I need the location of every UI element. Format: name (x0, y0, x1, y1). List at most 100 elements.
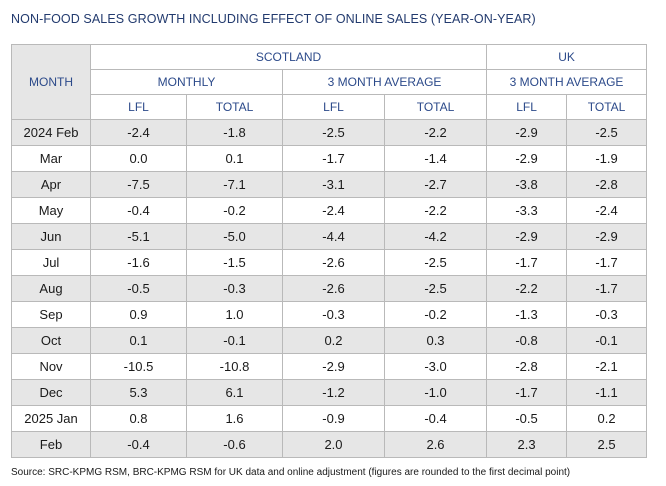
table-row: Oct 0.1 -0.1 0.2 0.3 -0.8 -0.1 (11, 327, 648, 354)
scotland-monthly-lfl-cell: -7.5 (90, 171, 187, 198)
table-row: Sep 0.9 1.0 -0.3 -0.2 -1.3 -0.3 (11, 301, 648, 328)
uk-3m-lfl-cell: -3.3 (486, 197, 568, 224)
uk-3m-lfl-cell: -2.8 (486, 353, 568, 380)
table-row: Apr -7.5 -7.1 -3.1 -2.7 -3.8 -2.8 (11, 171, 648, 198)
scotland-3m-lfl-cell: -2.6 (282, 249, 385, 276)
uk-3m-total-cell: -1.7 (566, 275, 648, 302)
table-row: Jul -1.6 -1.5 -2.6 -2.5 -1.7 -1.7 (11, 249, 648, 276)
table-body: 2024 Feb -2.4 -1.8 -2.5 -2.2 -2.9 -2.5 Mar 0.0 0.… (11, 119, 648, 458)
scotland-3m-total-cell: -1.0 (383, 379, 488, 406)
month-cell: 2024 Feb (11, 119, 91, 146)
month-cell: Dec (11, 379, 91, 406)
month-cell: Jul (11, 249, 91, 276)
scotland-3m-total-cell: -2.7 (383, 171, 488, 198)
scotland-3m-total-cell: -2.5 (383, 275, 488, 302)
scotland-monthly-lfl-cell: -5.1 (90, 223, 187, 250)
month-cell: Feb (11, 431, 91, 458)
table-row: 2024 Feb -2.4 -1.8 -2.5 -2.2 -2.9 -2.5 (11, 119, 648, 146)
scotland-monthly-total-cell: 1.6 (186, 405, 283, 432)
scotland-monthly-lfl-cell: -10.5 (90, 353, 187, 380)
uk-3m-lfl-cell: 2.3 (486, 431, 568, 458)
sales-growth-table: MONTH SCOTLAND UK MONTHLY 3 MONTH AVERAG… (11, 44, 648, 458)
table-row: 2025 Jan 0.8 1.6 -0.9 -0.4 -0.5 0.2 (11, 405, 648, 432)
uk-3m-total-cell: -0.1 (566, 327, 648, 354)
uk-3m-total-cell: -1.7 (566, 249, 648, 276)
scotland-header: SCOTLAND (89, 44, 488, 70)
uk-3m-total-cell: 0.2 (566, 405, 648, 432)
uk-3m-lfl-cell: -1.7 (486, 249, 568, 276)
scotland-3m-lfl-cell: -0.9 (282, 405, 385, 432)
scotland-3m-lfl-cell: -2.4 (282, 197, 385, 224)
month-cell: Aug (11, 275, 91, 302)
scotland-monthly-total-cell: 1.0 (186, 301, 283, 328)
uk-3m-total-cell: -2.4 (566, 197, 648, 224)
scotland-monthly-lfl-cell: 0.1 (90, 327, 187, 354)
scotland-3m-total-cell: -2.2 (383, 197, 488, 224)
table-row: Aug -0.5 -0.3 -2.6 -2.5 -2.2 -1.7 (11, 275, 648, 302)
table-row: Dec 5.3 6.1 -1.2 -1.0 -1.7 -1.1 (11, 379, 648, 406)
table-row: May -0.4 -0.2 -2.4 -2.2 -3.3 -2.4 (11, 197, 648, 224)
scotland-monthly-total-cell: 0.1 (186, 145, 283, 172)
scotland-monthly-total-cell: -0.3 (186, 275, 283, 302)
month-cell: 2025 Jan (11, 405, 91, 432)
uk-3m-total-cell: -0.3 (566, 301, 648, 328)
uk-3m-total-cell: -1.1 (566, 379, 648, 406)
scotland-3m-total-cell: -2.2 (383, 119, 488, 146)
scotland-3m-lfl-cell: -2.6 (282, 275, 385, 302)
month-cell: Jun (11, 223, 91, 250)
uk-3m-lfl-cell: -2.2 (486, 275, 568, 302)
scotland-monthly-total-cell: -0.6 (186, 431, 283, 458)
scotland-3m-total-cell: -4.2 (383, 223, 488, 250)
scotland-monthly-lfl-cell: 0.8 (90, 405, 187, 432)
scotland-monthly-total-cell: -0.2 (186, 197, 283, 224)
table-row: Nov -10.5 -10.8 -2.9 -3.0 -2.8 -2.1 (11, 353, 648, 380)
scotland-3m-total-cell: -0.2 (383, 301, 488, 328)
scotland-3m-lfl-cell: -4.4 (282, 223, 385, 250)
uk-3m-lfl-cell: -0.5 (486, 405, 568, 432)
scotland-3m-lfl-cell: -3.1 (282, 171, 385, 198)
lfl-header: LFL (90, 94, 187, 120)
table-row: Jun -5.1 -5.0 -4.4 -4.2 -2.9 -2.9 (11, 223, 648, 250)
uk-3m-total-cell: -2.9 (566, 223, 648, 250)
scotland-monthly-total-cell: -10.8 (186, 353, 283, 380)
total-header: TOTAL (186, 94, 283, 120)
uk-3m-total-cell: -2.5 (566, 119, 648, 146)
scotland-3m-lfl-cell: -1.7 (282, 145, 385, 172)
scotland-3m-lfl-cell: -2.9 (282, 353, 385, 380)
scotland-monthly-total-cell: -5.0 (186, 223, 283, 250)
scotland-3m-total-cell: -0.4 (383, 405, 488, 432)
scotland-3m-avg-header: 3 MONTH AVERAGE (281, 69, 488, 95)
uk-3m-total-cell: -2.1 (566, 353, 648, 380)
scotland-monthly-total-cell: -1.5 (186, 249, 283, 276)
scotland-3m-lfl-cell: -1.2 (282, 379, 385, 406)
scotland-monthly-lfl-cell: 0.9 (90, 301, 187, 328)
total-header: TOTAL (383, 94, 488, 120)
uk-3m-lfl-cell: -2.9 (486, 223, 568, 250)
scotland-3m-lfl-cell: -0.3 (282, 301, 385, 328)
scotland-3m-total-cell: 2.6 (383, 431, 488, 458)
month-cell: Nov (11, 353, 91, 380)
uk-3m-lfl-cell: -3.8 (486, 171, 568, 198)
scotland-monthly-lfl-cell: 0.0 (90, 145, 187, 172)
month-cell: Apr (11, 171, 91, 198)
lfl-header: LFL (282, 94, 385, 120)
scotland-3m-total-cell: -1.4 (383, 145, 488, 172)
month-header: MONTH (11, 44, 91, 120)
uk-3m-avg-header: 3 MONTH AVERAGE (486, 69, 648, 95)
scotland-monthly-lfl-cell: -1.6 (90, 249, 187, 276)
uk-header: UK (486, 44, 648, 70)
uk-3m-lfl-cell: -1.3 (486, 301, 568, 328)
source-note: Source: SRC-KPMG RSM, BRC-KPMG RSM for U… (11, 467, 571, 478)
scotland-monthly-total-cell: -7.1 (186, 171, 283, 198)
scotland-3m-total-cell: -2.5 (383, 249, 488, 276)
uk-3m-lfl-cell: -2.9 (486, 119, 568, 146)
uk-3m-lfl-cell: -0.8 (486, 327, 568, 354)
table-row: Mar 0.0 0.1 -1.7 -1.4 -2.9 -1.9 (11, 145, 648, 172)
scotland-3m-lfl-cell: -2.5 (282, 119, 385, 146)
scotland-monthly-lfl-cell: -0.5 (90, 275, 187, 302)
scotland-monthly-lfl-cell: -0.4 (90, 431, 187, 458)
scotland-3m-lfl-cell: 2.0 (282, 431, 385, 458)
scotland-monthly-total-cell: 6.1 (186, 379, 283, 406)
scotland-3m-lfl-cell: 0.2 (282, 327, 385, 354)
scotland-monthly-total-cell: -1.8 (186, 119, 283, 146)
